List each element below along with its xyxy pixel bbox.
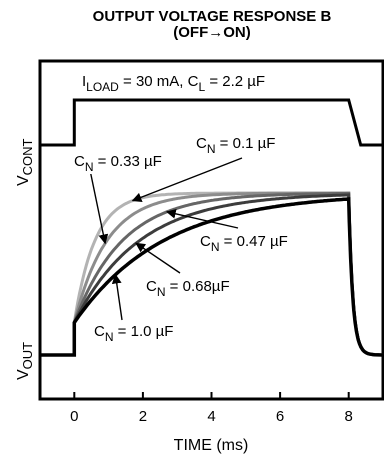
series-label-0: CN = 0.1 µF bbox=[196, 135, 275, 156]
vout-curve-1 bbox=[40, 191, 384, 357]
label-leader-2 bbox=[165, 209, 239, 229]
series-label-bg-1 bbox=[72, 153, 164, 174]
y-label-vcont: VCONT bbox=[15, 138, 35, 186]
series-label-bg-3 bbox=[144, 278, 232, 299]
x-tick-label-6: 6 bbox=[276, 408, 284, 425]
vout-curve-2 bbox=[40, 191, 384, 357]
x-tick-label-8: 8 bbox=[345, 408, 353, 425]
x-tick-label-2: 2 bbox=[139, 408, 147, 425]
y-label-vcont-sub: CONT bbox=[20, 138, 35, 175]
label-leader-3 bbox=[135, 242, 181, 274]
y-label-vout: VOUT bbox=[15, 342, 35, 380]
label-leader-0 bbox=[131, 157, 243, 202]
vout-curve-3 bbox=[40, 193, 384, 357]
condition-i-val: = 30 mA, C bbox=[119, 73, 199, 90]
condition-c-val: = 2.2 µF bbox=[205, 73, 265, 90]
condition-label: ILOAD = 30 mA, CL = 2.2 µF bbox=[82, 73, 265, 94]
y-label-vout-main: V bbox=[15, 369, 32, 380]
condition-c-sub: L bbox=[198, 80, 205, 94]
condition-i-main: I bbox=[82, 73, 86, 90]
x-axis-label: TIME (ms) bbox=[174, 437, 249, 454]
condition-i-sub: LOAD bbox=[86, 80, 119, 94]
series-label-1: CN = 0.33 µF bbox=[74, 153, 162, 174]
chart-title-line2: (OFF→ON) bbox=[173, 24, 251, 41]
y-label-vcont-main: V bbox=[15, 175, 32, 186]
label-leader-4 bbox=[111, 273, 123, 321]
series-label-4: CN = 1.0 µF bbox=[94, 323, 173, 344]
y-label-vout-sub: OUT bbox=[20, 342, 35, 370]
x-tick-label-0: 0 bbox=[70, 408, 78, 425]
vout-curve-4 bbox=[40, 197, 384, 357]
series-label-3: CN = 0.68µF bbox=[146, 278, 230, 299]
series-label-bg-4 bbox=[92, 323, 176, 344]
plot-frame bbox=[38, 59, 384, 401]
label-leader-1 bbox=[89, 169, 109, 245]
vout-curve-0 bbox=[40, 191, 384, 357]
series-label-bg-2 bbox=[198, 233, 290, 254]
chart-title-line1: OUTPUT VOLTAGE RESPONSE B bbox=[92, 8, 332, 25]
series-label-bg-0 bbox=[194, 135, 278, 156]
vcont-trace bbox=[40, 98, 383, 147]
series-label-2: CN = 0.47 µF bbox=[200, 233, 288, 254]
x-tick-label-4: 4 bbox=[207, 408, 215, 425]
